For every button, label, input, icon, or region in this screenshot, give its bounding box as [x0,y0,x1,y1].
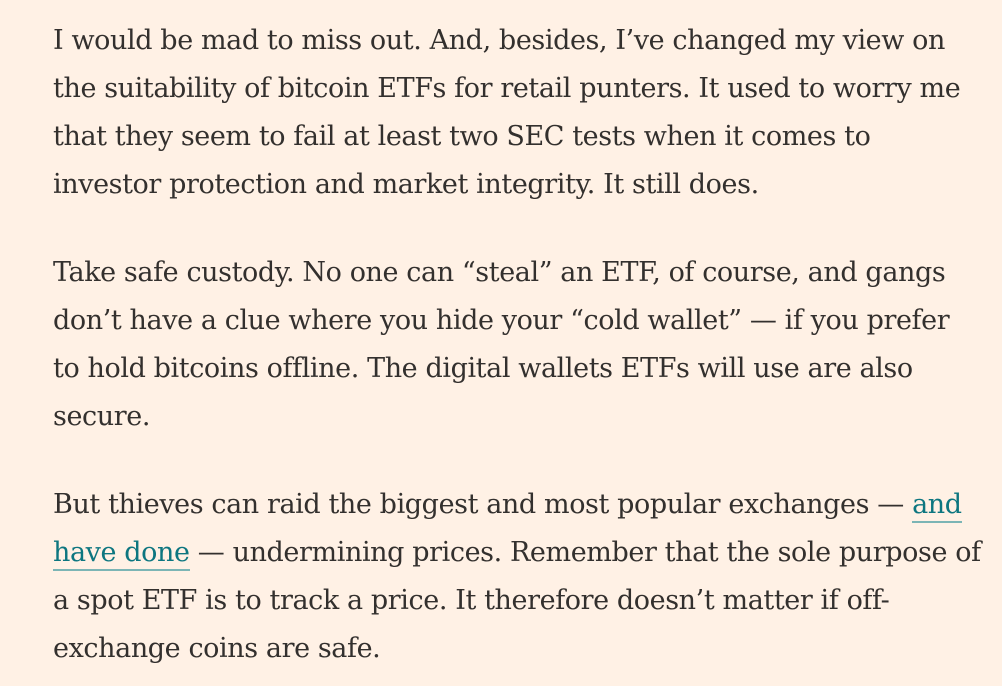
paragraph-3-text-before-link: But thieves can raid the biggest and mos… [53,489,913,520]
paragraph-3-text-after-link: — undermining prices. Remember that the … [53,537,981,664]
paragraph-3: But thieves can raid the biggest and mos… [53,481,982,673]
paragraph-2: Take safe custody. No one can “steal” an… [53,257,950,432]
and-have-done-link[interactable]: and have done [53,489,962,571]
paragraph-1: I would be mad to miss out. And, besides… [53,25,961,200]
